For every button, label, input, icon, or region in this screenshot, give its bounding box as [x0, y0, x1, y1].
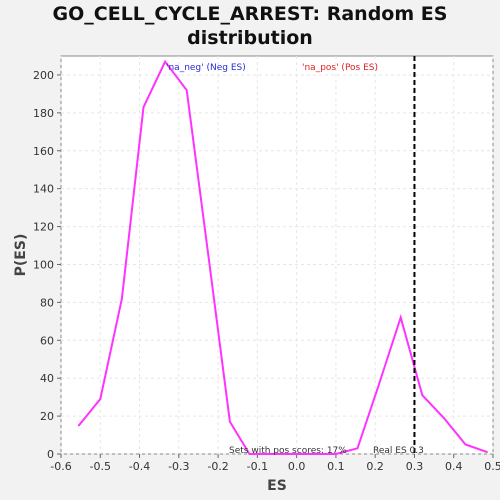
x-tick-label: 0.1 [327, 460, 345, 473]
x-tick-label: 0.3 [406, 460, 424, 473]
chart-title-line1: GO_CELL_CYCLE_ARREST: Random ES [52, 3, 448, 25]
series-point [121, 297, 123, 300]
x-tick-label: -0.4 [129, 460, 150, 473]
x-tick-label: 0.2 [366, 460, 384, 473]
y-tick-label: 0 [47, 448, 54, 461]
annotation-pos-es: 'na_pos' (Pos ES) [302, 63, 378, 73]
chart-title: GO_CELL_CYCLE_ARREST: Random ES distribu… [0, 2, 500, 50]
y-tick-label: 60 [40, 334, 54, 347]
x-tick-label: -0.6 [50, 460, 71, 473]
y-tick-label: 200 [33, 69, 54, 82]
series-point [229, 420, 231, 423]
annotation-neg-es: 'na_neg' (Neg ES) [166, 63, 246, 73]
series-point [313, 453, 316, 455]
series-point [421, 394, 424, 397]
y-tick-label: 120 [33, 221, 54, 234]
chart-title-line2: distribution [187, 27, 313, 49]
y-tick-label: 180 [33, 107, 54, 120]
series-point [142, 106, 145, 108]
y-tick-label: 40 [40, 372, 54, 385]
y-tick-label: 100 [33, 258, 54, 271]
x-tick-label: 0.4 [445, 460, 463, 473]
x-tick-label: -0.5 [90, 460, 111, 473]
series-line [77, 59, 488, 455]
series-point [270, 453, 272, 455]
series-layer [77, 59, 488, 455]
series-point [185, 89, 188, 91]
series-point [77, 424, 80, 427]
series-point [335, 453, 337, 455]
x-tick-label: -0.1 [247, 460, 268, 473]
y-tick-label: 160 [33, 145, 54, 158]
series-point [378, 383, 380, 385]
series-point [399, 316, 402, 319]
x-axis-label: ES [267, 478, 287, 494]
x-tick-label: 0.0 [288, 460, 306, 473]
x-tick-label: -0.2 [207, 460, 228, 473]
y-tick-label: 80 [40, 296, 54, 309]
y-axis-label: P(ES) [13, 234, 29, 277]
annotation-real-es: Real ES 0.3 [373, 446, 424, 456]
series-point [291, 453, 294, 455]
series-point [464, 443, 467, 446]
series-point [486, 451, 488, 453]
x-tick-label: 0.5 [484, 460, 500, 473]
series-point [443, 417, 445, 419]
series-point [248, 453, 251, 455]
y-tick-label: 140 [33, 183, 54, 196]
plot-area [60, 55, 494, 455]
series-point [356, 447, 359, 450]
series-point [164, 60, 166, 63]
series-point [207, 254, 210, 256]
y-axis-ticks: 0 20 40 60 80 100 120 140 160 180 200 [33, 69, 61, 461]
x-tick-label: -0.3 [168, 460, 189, 473]
annotation-sets-pos-scores: Sets with pos scores: 17% [229, 446, 347, 456]
series-point [99, 398, 102, 400]
y-tick-label: 20 [40, 410, 54, 423]
x-axis-ticks: -0.6 -0.5 -0.4 -0.3 -0.2 -0.1 0.0 0.1 0.2 0.3 0.4 0… [50, 454, 500, 473]
